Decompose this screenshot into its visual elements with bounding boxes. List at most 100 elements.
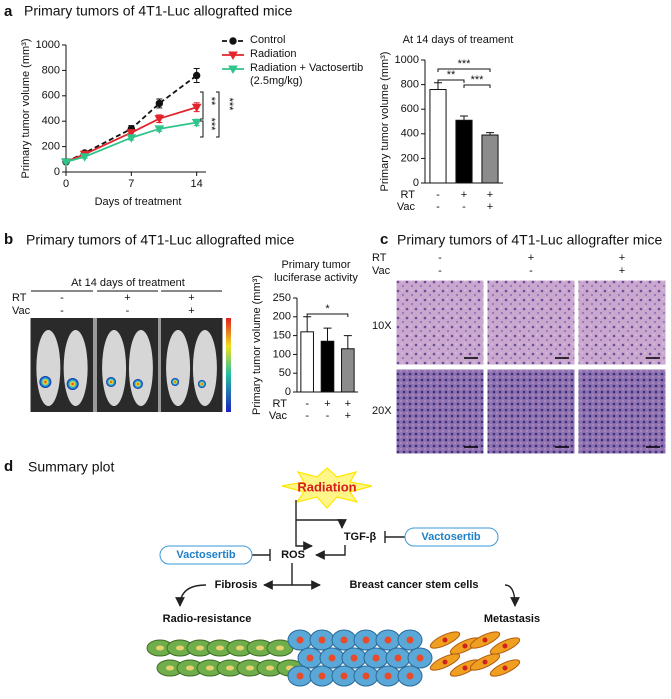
signal (66, 378, 79, 390)
legend-entry: Radiation (250, 48, 297, 60)
condition-sign: - (438, 265, 442, 277)
nucleus (246, 665, 254, 671)
condition-sign: - (436, 189, 440, 201)
node-label: Vactosertib (176, 549, 236, 561)
significance-label: *** (223, 98, 235, 112)
condition-sign: + (619, 265, 625, 277)
mouse (128, 330, 153, 406)
mouse (36, 330, 61, 406)
nucleus (340, 636, 348, 644)
nucleus (296, 672, 304, 680)
nucleus (394, 654, 402, 662)
data-point (192, 71, 201, 80)
condition-sign: - (462, 201, 466, 213)
nucleus (318, 636, 326, 644)
nucleus (416, 654, 424, 662)
arrow (315, 545, 346, 560)
histology-tile (577, 368, 667, 455)
condition-sign: - (438, 252, 442, 264)
panel-title: Primary tumors of 4T1-Luc allografted mi… (26, 232, 295, 248)
image-header: At 14 days of treatment (71, 277, 185, 289)
condition-sign: + (487, 189, 493, 201)
data-point (126, 134, 137, 143)
condition-label: RT (372, 252, 387, 264)
nucleus (196, 645, 204, 651)
y-tick-label: 0 (413, 177, 419, 189)
mouse (63, 330, 88, 406)
signal (171, 378, 180, 386)
y-tick-label: 800 (42, 64, 60, 76)
x-axis-label: Days of treatment (95, 196, 182, 208)
condition-sign: + (324, 398, 330, 410)
nucleus (502, 665, 508, 671)
chart-title: Primary tumor luciferase activity (274, 259, 358, 284)
y-tick-label: 600 (42, 90, 60, 102)
panel-title: Primary tumors of 4T1-Luc allografted mi… (24, 3, 293, 19)
nucleus (216, 645, 224, 651)
node-label: Metastasis (484, 613, 540, 625)
node-label: ROS (281, 549, 305, 561)
x-tick-label: 14 (191, 178, 203, 190)
condition-sign: + (124, 292, 130, 304)
condition-sign: + (528, 252, 534, 264)
node-label: Radiation (297, 479, 356, 494)
legend-marker (229, 37, 237, 45)
bar (455, 119, 473, 184)
data-point (79, 153, 90, 162)
panel-label: a (4, 3, 13, 20)
nucleus (362, 636, 370, 644)
mouse (102, 330, 127, 406)
y-tick-label: 250 (273, 292, 291, 304)
histology-tile (395, 279, 485, 366)
nucleus (442, 637, 448, 643)
significance-label: *** (458, 58, 472, 70)
chart-title: At 14 days of treament (403, 34, 514, 46)
arrow (504, 584, 520, 607)
condition-sign: - (60, 292, 64, 304)
nucleus (502, 643, 508, 649)
error-bar (323, 327, 332, 342)
legend-entry: Control (250, 34, 286, 46)
condition-sign: - (126, 305, 130, 317)
condition-sign: - (436, 201, 440, 213)
y-axis-label: Primary tumor volume (mm³) (379, 52, 391, 192)
data-line (65, 74, 198, 163)
inhibition (252, 549, 271, 561)
y-tick-label: 1000 (395, 54, 419, 66)
nucleus (306, 654, 314, 662)
data-point (126, 129, 137, 138)
significance-bracket (200, 91, 204, 120)
panel-title: Primary tumors of 4T1-Luc allografter mi… (397, 232, 663, 248)
bioluminescence-image: RT - + +Vac - - + (12, 290, 231, 412)
condition-label: Vac (12, 305, 31, 317)
nucleus (186, 665, 194, 671)
nucleus (442, 659, 448, 665)
condition-sign: + (487, 201, 493, 213)
nucleus (156, 645, 164, 651)
condition-sign: - (529, 265, 533, 277)
x-tick-label: 0 (63, 178, 69, 190)
y-axis-label: Primary tumor volume (mm³) (20, 39, 32, 179)
node-box (159, 545, 253, 565)
summary-diagram (159, 467, 520, 607)
y-tick-label: 200 (273, 311, 291, 323)
condition-sign: + (188, 305, 194, 317)
legend-entry: Radiation + Vactosertib (2.5mg/kg) (250, 62, 364, 87)
significance-bracket (200, 120, 204, 138)
error-bar (303, 316, 312, 332)
nucleus (362, 672, 370, 680)
nucleus (236, 645, 244, 651)
histology-tile (577, 279, 667, 366)
y-tick-label: 600 (401, 103, 419, 115)
radiation-burst (281, 467, 373, 509)
nucleus (482, 659, 488, 665)
nucleus (206, 665, 214, 671)
significance-label: ** (205, 97, 217, 106)
nucleus (166, 665, 174, 671)
y-tick-label: 150 (273, 330, 291, 342)
row-label: 20X (372, 405, 392, 417)
significance-label: *** (471, 74, 485, 86)
y-tick-label: 400 (401, 128, 419, 140)
